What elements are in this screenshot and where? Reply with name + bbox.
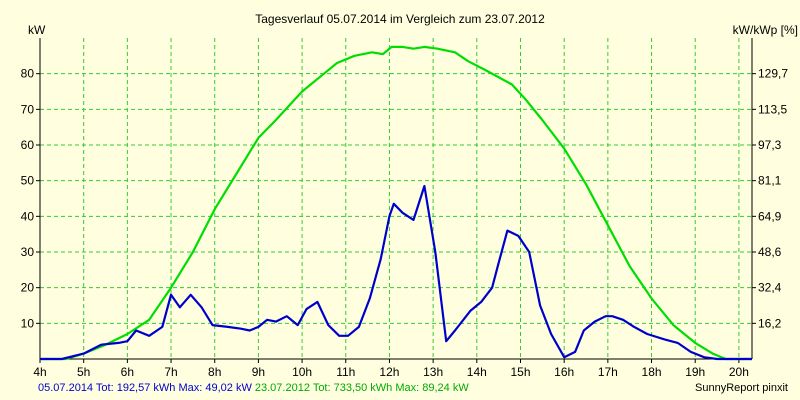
x-tick-label: 18h — [642, 365, 662, 379]
chart-grid — [40, 38, 752, 359]
y-tick-label-right: 16,2 — [758, 316, 782, 330]
x-tick-label: 19h — [685, 365, 705, 379]
y-axis-label-right: kW/kWp [%] — [733, 23, 798, 37]
chart-axes — [39, 38, 753, 360]
x-tick-label: 9h — [252, 365, 265, 379]
x-tick-label: 5h — [77, 365, 90, 379]
y-tick-label-right: 97,3 — [758, 138, 782, 152]
chart-ticks: 4h 5h 6h 7h 8h 9h 10h 11h 12h 13h 14h 15h 16h 17h 18h 1… — [21, 67, 789, 379]
x-tick-label: 10h — [292, 365, 312, 379]
legend-series2-name: 23.07.2012 — [254, 382, 310, 394]
x-tick-label: 15h — [510, 365, 530, 379]
y-tick-label-right: 113,5 — [758, 102, 787, 116]
y-tick-label-left: 30 — [21, 245, 35, 259]
x-tick-label: 12h — [379, 365, 399, 379]
y-tick-label-left: 40 — [21, 209, 35, 223]
x-tick-label: 11h — [336, 365, 355, 379]
x-tick-label: 7h — [164, 365, 177, 379]
x-tick-label: 20h — [729, 365, 749, 379]
chart-footer: 05.07.2014 Tot: 192,57 kWh Max: 49,02 kW… — [0, 382, 800, 398]
footer-credit: SunnyReport pinxit — [695, 382, 788, 394]
y-tick-label-right: 81,1 — [758, 174, 782, 188]
y-tick-label-left: 10 — [21, 316, 35, 330]
y-tick-label-left: 50 — [21, 174, 35, 188]
y-tick-label-left: 80 — [21, 67, 35, 81]
legend-series1-stats: Tot: 192,57 kWh Max: 49,02 kW — [95, 382, 252, 394]
y-tick-label-right: 48,6 — [758, 245, 782, 259]
x-tick-label: 8h — [208, 365, 221, 379]
x-tick-label: 6h — [121, 365, 134, 379]
series-line-05.07.2014 — [40, 184, 752, 361]
y-tick-label-left: 70 — [21, 102, 35, 116]
x-tick-label: 4h — [33, 365, 46, 379]
chart-series — [40, 45, 752, 361]
y-tick-label-right: 64,9 — [758, 209, 782, 223]
y-axis-label-left: kW — [28, 23, 46, 37]
y-tick-label-left: 60 — [21, 138, 35, 152]
y-tick-label-left: 20 — [21, 281, 35, 295]
chart-title: Tagesverlauf 05.07.2014 im Vergleich zum… — [255, 12, 545, 26]
x-tick-label: 13h — [423, 365, 443, 379]
series-line-23.07.2012 — [40, 45, 752, 361]
x-tick-label: 14h — [467, 365, 487, 379]
y-tick-label-right: 32,4 — [758, 281, 782, 295]
legend: 05.07.2014 Tot: 192,57 kWh Max: 49,02 kW… — [38, 382, 469, 394]
x-tick-label: 17h — [598, 365, 618, 379]
y-tick-label-right: 129,7 — [758, 67, 788, 81]
legend-series1-name: 05.07.2014 — [38, 382, 94, 394]
legend-series2-stats: Tot: 733,50 kWh Max: 89,24 kW — [312, 382, 469, 394]
x-tick-label: 16h — [554, 365, 574, 379]
